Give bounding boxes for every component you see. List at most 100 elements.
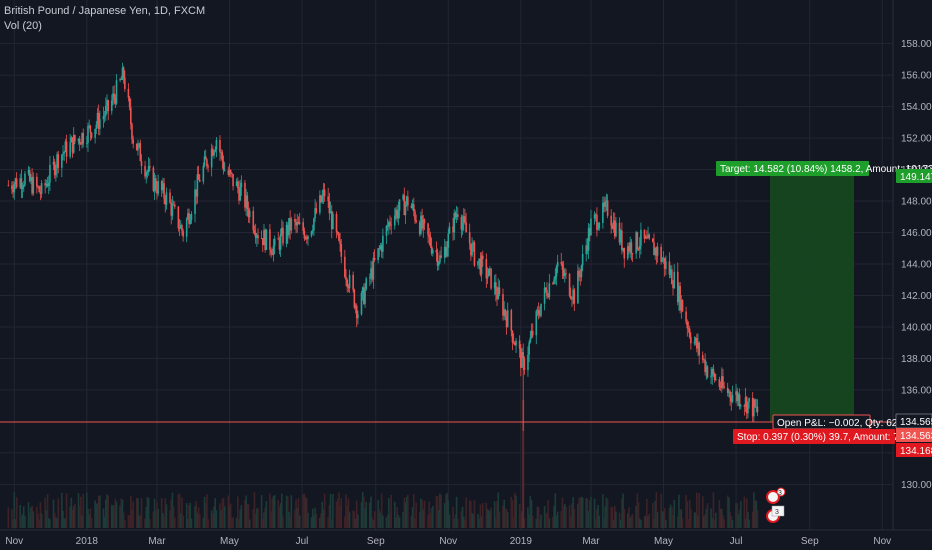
volume-bar	[360, 502, 363, 528]
x-tick-label: Sep	[367, 536, 385, 547]
candle-body	[656, 246, 659, 256]
candle-body	[498, 287, 501, 295]
pnl-tag[interactable]: Open P&L: −0.002, Qty: 629	[772, 414, 903, 430]
volume-bar	[711, 518, 714, 528]
candle-body	[30, 177, 32, 181]
volume-bar	[70, 497, 73, 528]
volume-bar	[172, 506, 175, 528]
candle-body	[552, 283, 554, 284]
volume-bar	[453, 518, 456, 528]
candle-body	[145, 172, 148, 177]
volume-bar	[197, 507, 200, 528]
volume-bar	[214, 498, 217, 528]
volume-bar	[305, 498, 308, 528]
candle-body	[621, 230, 623, 251]
volume-bar	[594, 519, 597, 528]
volume-bar	[281, 493, 283, 528]
volume-bar	[530, 500, 533, 528]
volume-bar	[511, 500, 514, 528]
candle-body	[737, 394, 740, 402]
target-price-tag: 149.147	[896, 169, 932, 183]
event-flag-2[interactable]: 3	[766, 505, 785, 523]
stop-price-tag: 134.168	[896, 443, 932, 457]
candle-body	[256, 235, 258, 238]
candle-body	[489, 268, 491, 270]
event-flag-1[interactable]: 3	[766, 487, 786, 504]
candle-body	[562, 269, 565, 276]
x-tick-label: Mar	[148, 536, 166, 547]
volume-bar	[55, 517, 57, 528]
volume-bar	[627, 513, 629, 528]
candle-body	[697, 342, 699, 349]
volume-bar	[456, 518, 459, 528]
candle-body	[472, 242, 475, 244]
volume-bar	[435, 495, 438, 528]
volume-bar	[369, 502, 371, 528]
volume-bar	[390, 494, 393, 528]
candle-body	[61, 154, 63, 168]
volume-bar	[565, 506, 567, 528]
time-axis[interactable]: Nov 2018 Mar May Jul Sep Nov 2019 Mar May Jul Sep No…	[5, 536, 891, 547]
candle-body	[593, 214, 596, 219]
volume-bar	[598, 515, 601, 528]
target-tag[interactable]: Target: 14.582 (10.84%) 1458.2, Amount: …	[716, 161, 932, 176]
candle-body	[74, 135, 76, 142]
candle-body	[515, 340, 517, 346]
candle-body	[371, 268, 373, 280]
volume-bar	[621, 498, 623, 528]
candle-body	[719, 386, 722, 388]
volume-bar	[743, 496, 746, 528]
candle-body	[587, 228, 590, 251]
volume-bar	[263, 512, 265, 528]
volume-bar	[11, 509, 13, 528]
candle-body	[518, 340, 521, 349]
volume-bar	[413, 494, 415, 528]
candle-body	[86, 143, 88, 144]
volume-bar	[745, 498, 748, 528]
candle-body	[726, 387, 729, 393]
volume-bar	[572, 497, 574, 528]
candle-body	[647, 234, 649, 239]
volume-bar	[154, 510, 157, 528]
candle-body	[327, 196, 329, 202]
volume-bar	[344, 516, 346, 528]
volume-bar	[635, 505, 637, 528]
symbol-title[interactable]: British Pound / Japanese Yen, 1D, FXCM	[4, 5, 206, 17]
candle-body	[247, 209, 250, 218]
candle-body	[240, 182, 243, 188]
candle-body	[755, 406, 758, 408]
volume-bar	[738, 509, 741, 528]
volume-bar	[153, 498, 156, 528]
volume-bar	[105, 499, 107, 528]
volume-bar	[286, 496, 289, 528]
volume-bar	[69, 506, 71, 528]
volume-bar	[119, 505, 121, 528]
candle-body	[71, 137, 74, 153]
candle-body	[655, 248, 658, 256]
candle-body	[231, 172, 233, 175]
candle-body	[239, 187, 241, 201]
candle-body	[194, 189, 196, 215]
candles	[7, 62, 759, 431]
volume-bar	[719, 508, 722, 528]
volume-bar	[74, 503, 76, 528]
volume-bar	[272, 495, 275, 528]
candle-body	[112, 93, 114, 101]
volume-bar	[127, 515, 130, 528]
stop-tag[interactable]: Stop: 0.397 (0.30%) 39.7, Amount: 750.29	[733, 429, 924, 444]
candle-body	[153, 178, 156, 191]
candle-body	[28, 170, 31, 181]
volume-indicator-label[interactable]: Vol (20)	[4, 20, 42, 32]
candle-body	[465, 222, 467, 233]
volume-bar	[735, 503, 737, 528]
candle-body	[485, 258, 488, 279]
candle-body	[564, 273, 566, 276]
y-tick-label: 158.000	[901, 39, 932, 50]
candle-body	[363, 287, 365, 304]
volume-bar	[539, 519, 541, 528]
volume-bar	[357, 514, 359, 528]
volume-bar	[640, 519, 642, 528]
candle-body	[511, 330, 514, 343]
candle-body	[669, 269, 672, 275]
